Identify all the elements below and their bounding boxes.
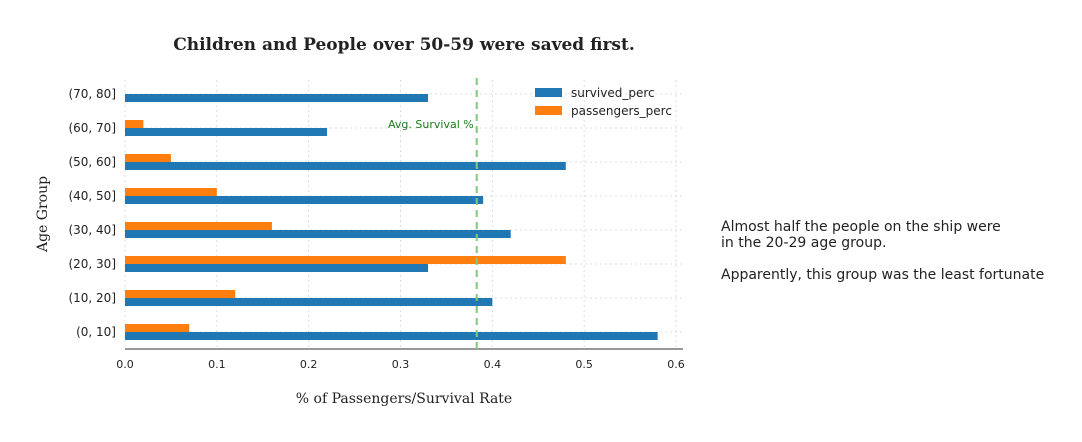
avg-survival-label: Avg. Survival % bbox=[388, 118, 474, 131]
legend-label-passengers_perc: passengers_perc bbox=[571, 104, 672, 118]
bar-passengers_perc-3 bbox=[125, 222, 272, 230]
bar-passengers_perc-0 bbox=[125, 324, 190, 332]
bar-survived_perc-6 bbox=[125, 128, 328, 136]
y-tick-label-0: (0, 10] bbox=[76, 325, 116, 339]
annotation-text: Almost half the people on the ship were i… bbox=[721, 219, 1071, 299]
x-tick-label-4: 0.4 bbox=[484, 358, 502, 371]
y-axis-label: Age Group bbox=[35, 176, 51, 253]
bar-passengers_perc-5 bbox=[125, 154, 171, 162]
bar-survived_perc-5 bbox=[125, 162, 566, 170]
bar-survived_perc-0 bbox=[125, 332, 658, 340]
x-tick-label-6: 0.6 bbox=[667, 358, 685, 371]
legend-swatch-passengers_perc bbox=[535, 106, 562, 115]
x-tick-label-3: 0.3 bbox=[392, 358, 410, 371]
annotation-line-3: Apparently, this group was the least for… bbox=[721, 267, 1045, 283]
bar-survived_perc-3 bbox=[125, 230, 511, 238]
x-tick-labels: 0.0 0.1 0.2 0.3 0.4 0.5 0.6 bbox=[116, 358, 685, 371]
bar-passengers_perc-4 bbox=[125, 188, 217, 196]
y-tick-label-1: (10, 20] bbox=[68, 291, 116, 305]
annotation-line-2: in the 20-29 age group. bbox=[721, 235, 887, 251]
x-tick-label-0: 0.0 bbox=[116, 358, 134, 371]
bar-survived_perc-7 bbox=[125, 94, 429, 102]
bar-passengers_perc-1 bbox=[125, 290, 236, 298]
x-tick-label-2: 0.2 bbox=[300, 358, 318, 371]
chart-title: Children and People over 50-59 were save… bbox=[173, 35, 635, 55]
annotation-line-1: Almost half the people on the ship were bbox=[721, 219, 1001, 235]
y-tick-labels: (0, 10] (10, 20] (20, 30] (30, 40] (40, 50] (… bbox=[68, 87, 116, 339]
y-tick-label-5: (50, 60] bbox=[68, 155, 116, 169]
x-tick-label-5: 0.5 bbox=[575, 358, 593, 371]
legend-swatch-survived_perc bbox=[535, 88, 562, 97]
bar-survived_perc-2 bbox=[125, 264, 429, 272]
bars bbox=[125, 94, 658, 340]
y-tick-label-6: (60, 70] bbox=[68, 121, 116, 135]
x-tick-label-1: 0.1 bbox=[208, 358, 226, 371]
bar-survived_perc-1 bbox=[125, 298, 493, 306]
y-tick-label-7: (70, 80] bbox=[68, 87, 116, 101]
x-axis-label: % of Passengers/Survival Rate bbox=[296, 391, 512, 407]
bar-passengers_perc-6 bbox=[125, 120, 144, 128]
bar-passengers_perc-2 bbox=[125, 256, 566, 264]
y-tick-label-4: (40, 50] bbox=[68, 189, 116, 203]
y-tick-label-2: (20, 30] bbox=[68, 257, 116, 271]
legend: survived_perc passengers_perc bbox=[535, 86, 672, 118]
legend-label-survived_perc: survived_perc bbox=[571, 86, 655, 100]
bar-survived_perc-4 bbox=[125, 196, 484, 204]
y-tick-label-3: (30, 40] bbox=[68, 223, 116, 237]
